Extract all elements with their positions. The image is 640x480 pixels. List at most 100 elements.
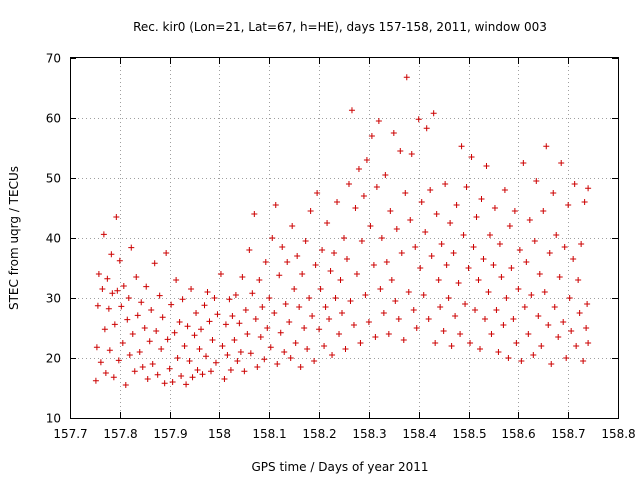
- data-point: [485, 289, 492, 295]
- data-point: [388, 277, 395, 283]
- data-point: [583, 325, 590, 331]
- data-point: [314, 190, 321, 196]
- data-point: [373, 184, 380, 190]
- data-point: [573, 343, 580, 349]
- data-point: [184, 323, 191, 330]
- data-point: [183, 381, 190, 388]
- data-point: [473, 214, 480, 220]
- data-point: [408, 151, 415, 157]
- data-point: [289, 223, 296, 229]
- data-point: [352, 205, 359, 211]
- data-point: [558, 160, 565, 166]
- data-point: [246, 247, 253, 253]
- data-point: [585, 340, 592, 346]
- data-point: [343, 256, 350, 262]
- data-point: [279, 244, 286, 250]
- data-point: [382, 172, 389, 178]
- data-point: [267, 344, 274, 351]
- data-point: [116, 257, 123, 264]
- data-point: [276, 272, 283, 279]
- data-point: [224, 352, 231, 358]
- data-point: [334, 199, 341, 205]
- data-point: [131, 368, 138, 375]
- data-point: [111, 321, 118, 328]
- data-point: [301, 325, 308, 331]
- x-tick-label: 158.2: [302, 427, 336, 441]
- data-point: [113, 214, 120, 220]
- data-point: [420, 292, 427, 298]
- data-point: [350, 322, 357, 328]
- data-point: [546, 250, 553, 256]
- data-point: [191, 332, 198, 339]
- data-point: [495, 349, 502, 355]
- data-point: [377, 286, 384, 292]
- data-point: [173, 277, 180, 283]
- data-point: [93, 344, 100, 351]
- data-point: [395, 316, 402, 322]
- data-point: [383, 259, 390, 265]
- data-point: [481, 316, 488, 322]
- data-point: [94, 302, 101, 309]
- data-point: [168, 301, 175, 308]
- data-point: [380, 310, 387, 316]
- data-point: [209, 337, 216, 343]
- data-point: [353, 271, 360, 277]
- data-point: [203, 353, 210, 360]
- data-point: [291, 286, 298, 292]
- data-point: [553, 232, 560, 238]
- data-point: [508, 265, 515, 271]
- data-point: [550, 190, 557, 196]
- data-point: [199, 371, 206, 378]
- data-point: [247, 350, 254, 357]
- data-point: [398, 250, 405, 256]
- data-point: [299, 271, 306, 277]
- data-point: [378, 235, 385, 241]
- data-point: [139, 364, 146, 370]
- data-point: [445, 295, 452, 301]
- data-point: [463, 184, 470, 190]
- data-point: [358, 238, 365, 244]
- data-point: [326, 316, 333, 322]
- data-point: [171, 329, 178, 336]
- data-point: [259, 304, 266, 310]
- data-point: [164, 336, 171, 343]
- data-point: [565, 202, 572, 208]
- data-point: [465, 265, 472, 271]
- data-point: [188, 286, 195, 292]
- data-point: [488, 331, 495, 337]
- data-point: [516, 247, 523, 253]
- data-point: [174, 355, 181, 361]
- data-point: [264, 325, 271, 331]
- data-point: [101, 326, 108, 333]
- data-point: [475, 277, 482, 283]
- data-point: [437, 304, 444, 310]
- data-point: [292, 340, 299, 346]
- data-point: [423, 125, 430, 132]
- data-point: [336, 331, 343, 337]
- data-point: [166, 365, 173, 372]
- data-points: [92, 74, 592, 388]
- data-point: [538, 343, 545, 349]
- data-point: [189, 374, 196, 381]
- data-point: [252, 316, 259, 322]
- data-point: [372, 334, 379, 340]
- data-point: [410, 307, 417, 313]
- data-point: [321, 343, 328, 349]
- data-point: [536, 271, 543, 277]
- data-point: [452, 313, 459, 319]
- data-point: [435, 277, 442, 283]
- data-point: [201, 302, 208, 309]
- data-point: [443, 262, 450, 268]
- data-point: [528, 292, 535, 298]
- data-point: [306, 295, 313, 301]
- data-point: [151, 260, 158, 267]
- data-point: [480, 256, 487, 262]
- data-point: [390, 130, 397, 136]
- data-point: [467, 340, 474, 346]
- data-point: [490, 262, 497, 268]
- data-point: [500, 322, 507, 328]
- data-point: [241, 368, 248, 375]
- data-point: [92, 377, 99, 384]
- data-point: [319, 247, 326, 253]
- x-tick-label: 158.5: [452, 427, 486, 441]
